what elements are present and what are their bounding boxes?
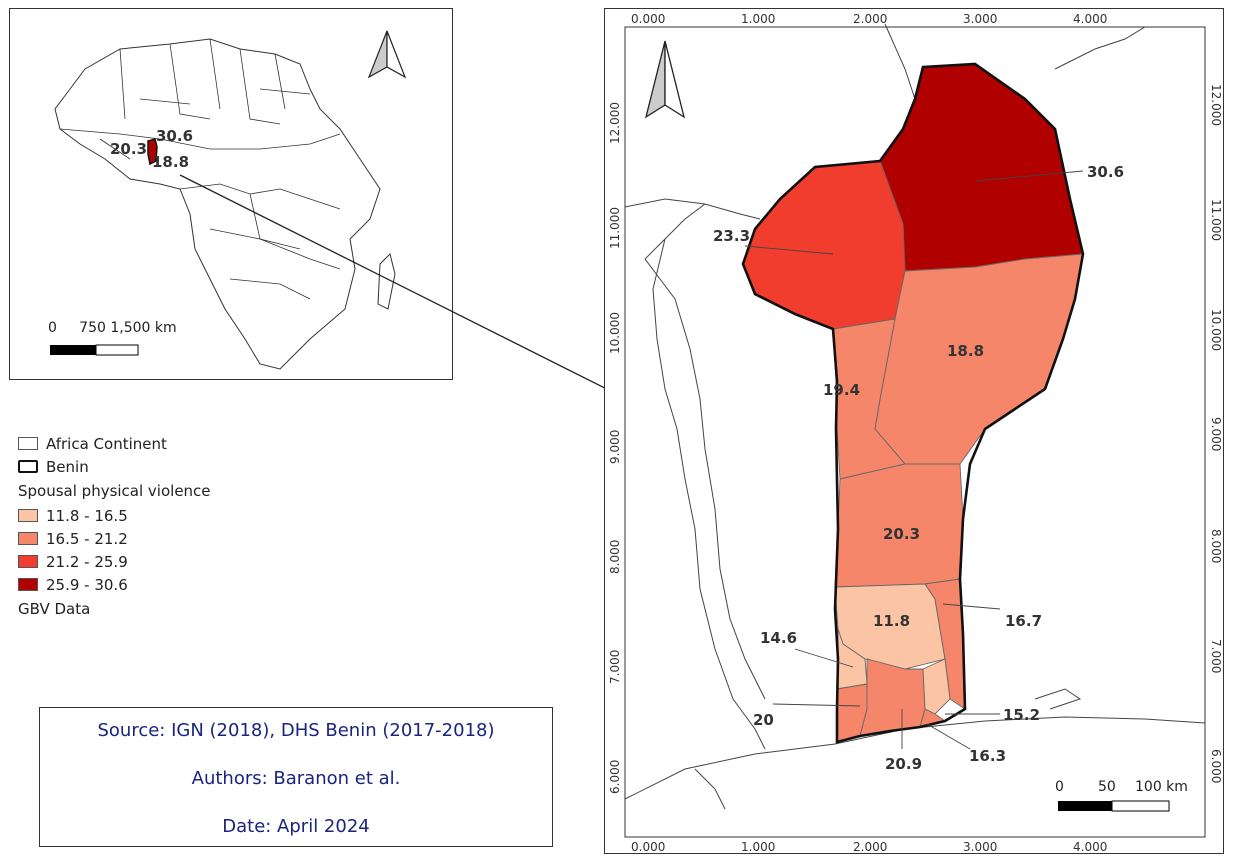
y-tick: 8.000 (1209, 529, 1223, 563)
x-tick: 1.000 (741, 12, 775, 26)
label-donga: 19.4 (823, 381, 860, 399)
x-tick: 2.000 (853, 12, 887, 26)
y-tick: 6.000 (1209, 749, 1223, 783)
label-oueme: 15.2 (1003, 706, 1040, 724)
legend-label-class: 11.8 - 16.5 (46, 506, 128, 525)
x-tick: 1.000 (741, 840, 775, 854)
legend-swatch-class (18, 578, 38, 591)
inset-africa-map: 30.6 20.3 18.8 0 750 1,500 km (9, 8, 453, 380)
y-tick: 12.000 (608, 102, 622, 144)
inset-label-south: 18.8 (152, 153, 189, 171)
scalebar-dark (1058, 801, 1112, 811)
legend-swatch-class (18, 532, 38, 545)
label-collines: 20.3 (883, 525, 920, 543)
benin-inset-shape (147, 138, 158, 166)
inset-label-west: 20.3 (110, 140, 147, 158)
inset-scalebar-dark (50, 345, 96, 355)
credits-date: Date: April 2024 (222, 816, 370, 837)
y-tick: 11.000 (1209, 199, 1223, 241)
x-tick: 0.000 (631, 12, 665, 26)
x-tick: 0.000 (631, 840, 665, 854)
benin-regions (742, 63, 1084, 743)
y-tick: 9.000 (608, 430, 622, 464)
y-tick: 8.000 (608, 540, 622, 574)
x-tick: 3.000 (963, 12, 997, 26)
africa-map-svg: 30.6 20.3 18.8 0 750 1,500 km (48, 30, 407, 370)
label-zou: 11.8 (873, 612, 910, 630)
y-tick: 6.000 (608, 760, 622, 794)
region-oueme (922, 658, 951, 715)
legend-swatch-continent (18, 437, 38, 450)
y-tick: 10.000 (608, 312, 622, 354)
credits-box: Source: IGN (2018), DHS Benin (2017-2018… (39, 707, 553, 847)
label-couffo: 14.6 (760, 629, 797, 647)
legend-footer: GBV Data (18, 600, 91, 618)
legend-label-benin: Benin (46, 457, 89, 476)
x-tick: 3.000 (963, 840, 997, 854)
inset-scalebar-label: 0 750 1,500 km (48, 320, 177, 336)
inset-scalebar-light (95, 344, 139, 356)
y-tick: 7.000 (608, 650, 622, 684)
legend-row-benin: Benin (18, 455, 211, 478)
credits-source: Source: IGN (2018), DHS Benin (2017-2018… (97, 720, 495, 741)
benin-map-svg: 0.000 1.000 2.000 3.000 4.000 0.000 1.00… (608, 12, 1223, 854)
legend-swatch-benin (18, 460, 38, 473)
x-axis-top: 0.000 1.000 2.000 3.000 4.000 (631, 12, 1107, 26)
label-atlantique: 20.9 (885, 755, 922, 773)
scalebar-mid: 50 (1098, 779, 1116, 795)
label-borgou: 18.8 (947, 342, 984, 360)
inset-label-north: 30.6 (156, 127, 193, 145)
scalebar-zero: 0 (1055, 779, 1064, 795)
x-tick: 2.000 (853, 840, 887, 854)
credits-authors: Authors: Baranon et al. (191, 768, 401, 789)
legend-label-class: 25.9 - 30.6 (46, 575, 128, 594)
legend-swatch-class (18, 555, 38, 568)
y-tick: 10.000 (1209, 309, 1223, 351)
label-alibori: 30.6 (1087, 163, 1124, 181)
main-north-arrow-icon (644, 40, 686, 119)
map-legend: Africa Continent Benin Spousal physical … (18, 432, 211, 622)
region-atlantique (859, 658, 926, 737)
y-tick: 12.000 (1209, 84, 1223, 126)
legend-row-class: 21.2 - 25.9 (18, 550, 211, 573)
y-axis-left: 12.000 11.000 10.000 9.000 8.000 7.000 6… (608, 102, 622, 794)
legend-swatch-class (18, 509, 38, 522)
y-tick: 11.000 (608, 207, 622, 249)
y-tick: 7.000 (1209, 639, 1223, 673)
inset-north-arrow-icon (367, 30, 407, 79)
label-littoral: 16.3 (969, 747, 1006, 765)
x-tick: 4.000 (1073, 840, 1107, 854)
scalebar-end: 100 km (1135, 779, 1188, 795)
legend-row-class: 16.5 - 21.2 (18, 527, 211, 550)
legend-row-continent: Africa Continent (18, 432, 211, 455)
legend-label-continent: Africa Continent (46, 434, 167, 453)
y-tick: 9.000 (1209, 417, 1223, 451)
y-axis-right: 12.000 11.000 10.000 9.000 8.000 7.000 6… (1209, 84, 1223, 783)
legend-label-class: 16.5 - 21.2 (46, 529, 128, 548)
leader-lines (744, 170, 1084, 750)
label-plateau: 16.7 (1005, 612, 1042, 630)
label-atacora: 23.3 (713, 227, 750, 245)
x-axis-bottom: 0.000 1.000 2.000 3.000 4.000 (631, 840, 1107, 854)
main-benin-map: 0.000 1.000 2.000 3.000 4.000 0.000 1.00… (604, 8, 1224, 854)
legend-row-class: 11.8 - 16.5 (18, 504, 211, 527)
value-labels: 30.6 23.3 18.8 19.4 20.3 11.8 16.7 14.6 … (713, 163, 1124, 773)
x-tick: 4.000 (1073, 12, 1107, 26)
legend-label-class: 21.2 - 25.9 (46, 552, 128, 571)
scalebar-light (1111, 800, 1170, 812)
legend-row-class: 25.9 - 30.6 (18, 573, 211, 596)
label-mono: 20 (753, 711, 774, 729)
madagascar-outline (377, 253, 396, 310)
legend-title: Spousal physical violence (18, 482, 211, 500)
benin-border (741, 62, 1085, 744)
